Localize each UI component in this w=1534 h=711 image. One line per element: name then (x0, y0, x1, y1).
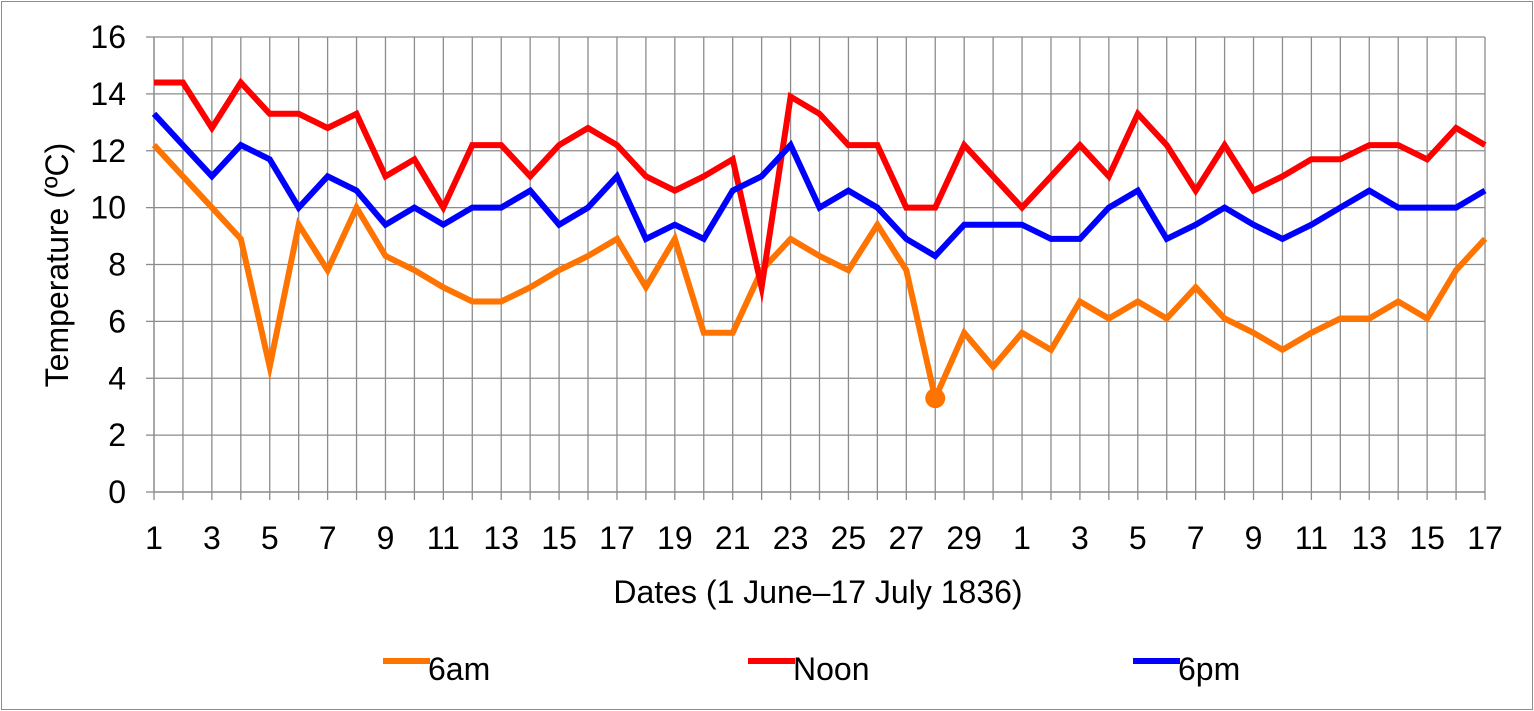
x-tick-label: 15 (541, 520, 577, 556)
x-tick-label: 15 (1409, 520, 1445, 556)
x-tick-label: 7 (1187, 520, 1205, 556)
x-tick-label: 3 (203, 520, 221, 556)
y-tick-label: 16 (90, 19, 126, 55)
x-tick-label: 11 (1295, 520, 1328, 556)
legend-label-6pm: 6pm (1178, 651, 1240, 687)
series-line-6am (151, 143, 1488, 408)
x-tick-label: 1 (145, 520, 163, 556)
x-tick-label: 23 (773, 520, 809, 556)
x-axis-label: Dates (1 June–17 July 1836) (613, 574, 1022, 610)
y-tick-label: 14 (90, 76, 126, 112)
y-tick-label: 10 (90, 190, 126, 226)
x-tick-label: 17 (1467, 520, 1503, 556)
legend-label-noon: Noon (793, 651, 870, 687)
x-tick-label: 5 (1129, 520, 1147, 556)
x-tick-labels: 1 3 5 7 9 11 13 15 17 19 21 23 25 27 29 1 3 5 7 9 11 13 15 17 (145, 520, 1503, 556)
x-tick-label: 11 (427, 520, 460, 556)
y-tick-labels: 0 2 4 6 8 10 12 14 16 (90, 19, 126, 510)
x-tick-label: 13 (1351, 520, 1387, 556)
axes (146, 36, 1486, 500)
y-tick-label: 0 (108, 474, 126, 510)
x-tick-label: 1 (1013, 520, 1031, 556)
series-lines (151, 77, 1488, 408)
grid-lines (154, 36, 1486, 492)
series-line-noon (154, 77, 1487, 304)
x-tick-label: 25 (831, 520, 867, 556)
x-tick-label: 5 (261, 520, 279, 556)
legend-label-6am: 6am (428, 651, 490, 687)
x-tick-label: 9 (377, 520, 395, 556)
y-tick-label: 4 (108, 360, 126, 396)
legend: 6am Noon 6pm (383, 651, 1240, 687)
x-tick-label: 17 (599, 520, 635, 556)
x-tick-label: 19 (657, 520, 693, 556)
x-tick-label: 9 (1245, 520, 1263, 556)
highlight-markers (925, 388, 946, 409)
y-tick-label: 12 (90, 133, 126, 169)
y-tick-label: 6 (108, 303, 126, 339)
x-tick-label: 21 (715, 520, 751, 556)
x-tick-label: 27 (889, 520, 925, 556)
y-axis-label: Temperature (ºC) (39, 143, 75, 388)
series-line-6pm (151, 111, 1487, 260)
highlight-point-6am (925, 388, 946, 409)
y-tick-label: 8 (108, 247, 126, 283)
x-tick-label: 3 (1071, 520, 1089, 556)
x-tick-label: 29 (946, 520, 982, 556)
y-tick-label: 2 (108, 417, 126, 453)
x-tick-label: 13 (483, 520, 519, 556)
x-tick-label: 7 (319, 520, 337, 556)
